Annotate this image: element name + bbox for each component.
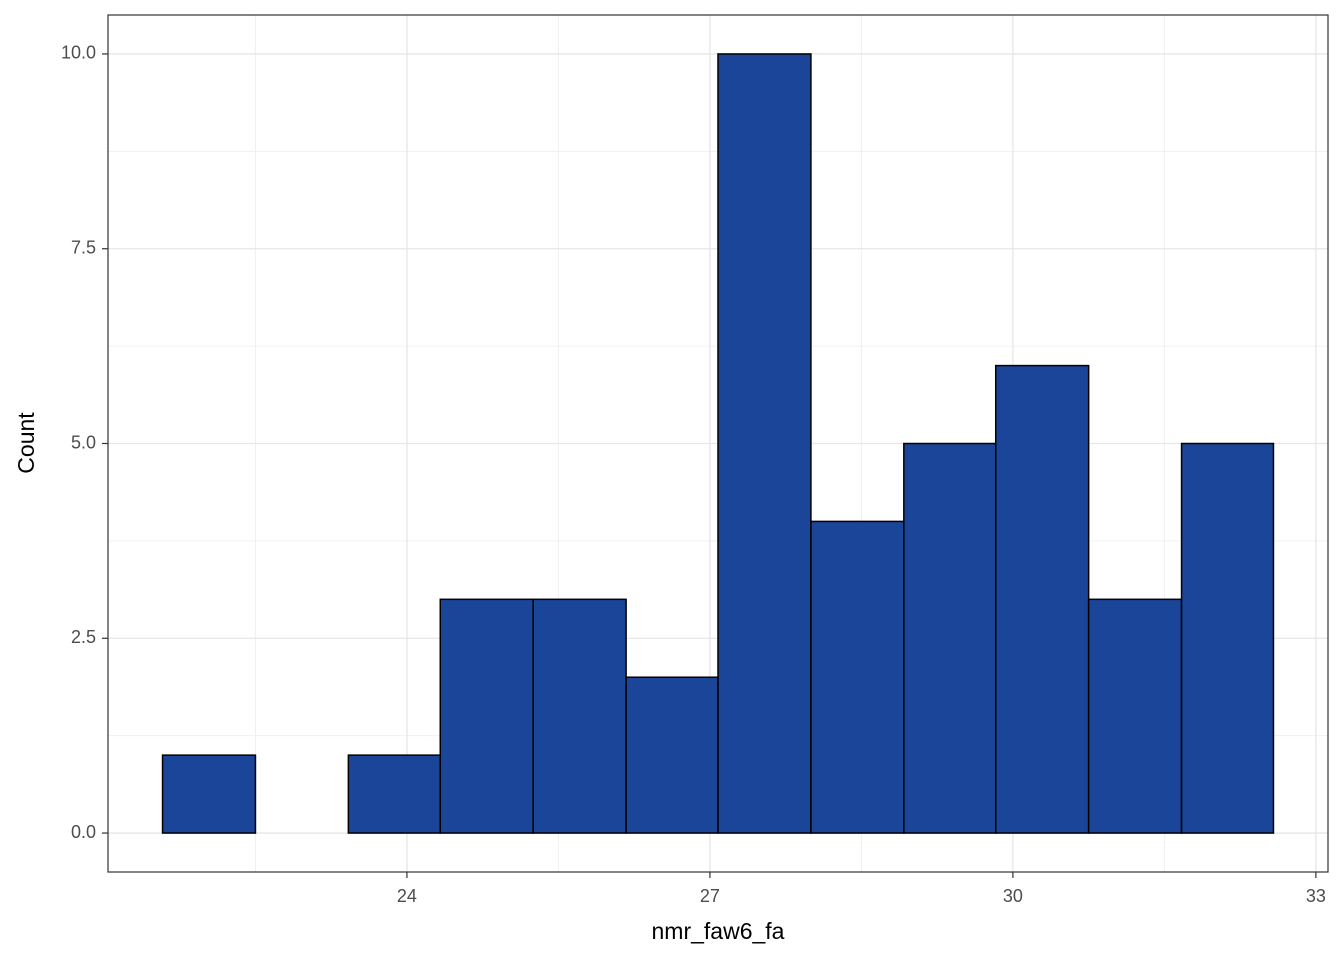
bar [625, 676, 719, 834]
bar [161, 754, 257, 834]
bar [347, 754, 442, 834]
bar [532, 598, 627, 834]
bar [717, 53, 812, 834]
y-tick-label: 2.5 [71, 627, 96, 647]
x-tick-label: 33 [1306, 886, 1326, 906]
bar [1180, 442, 1275, 834]
ticks: 24 27 30 33 0.0 2.5 5.0 7.5 10.0 [61, 43, 1326, 906]
y-tick-label: 5.0 [71, 432, 96, 452]
y-tick-label: 7.5 [71, 237, 96, 257]
bars [161, 53, 1275, 834]
bar [1087, 598, 1183, 834]
bar [439, 598, 534, 834]
x-tick-label: 30 [1003, 886, 1023, 906]
x-tick-label: 27 [700, 886, 720, 906]
y-axis-title: Count [13, 412, 39, 474]
bar [810, 520, 905, 834]
y-tick-label: 0.0 [71, 822, 96, 842]
y-tick-label: 10.0 [61, 43, 96, 63]
bar [994, 364, 1090, 834]
bar [903, 442, 997, 834]
x-tick-label: 24 [397, 886, 417, 906]
x-axis-title: nmr_faw6_fa [652, 918, 785, 944]
